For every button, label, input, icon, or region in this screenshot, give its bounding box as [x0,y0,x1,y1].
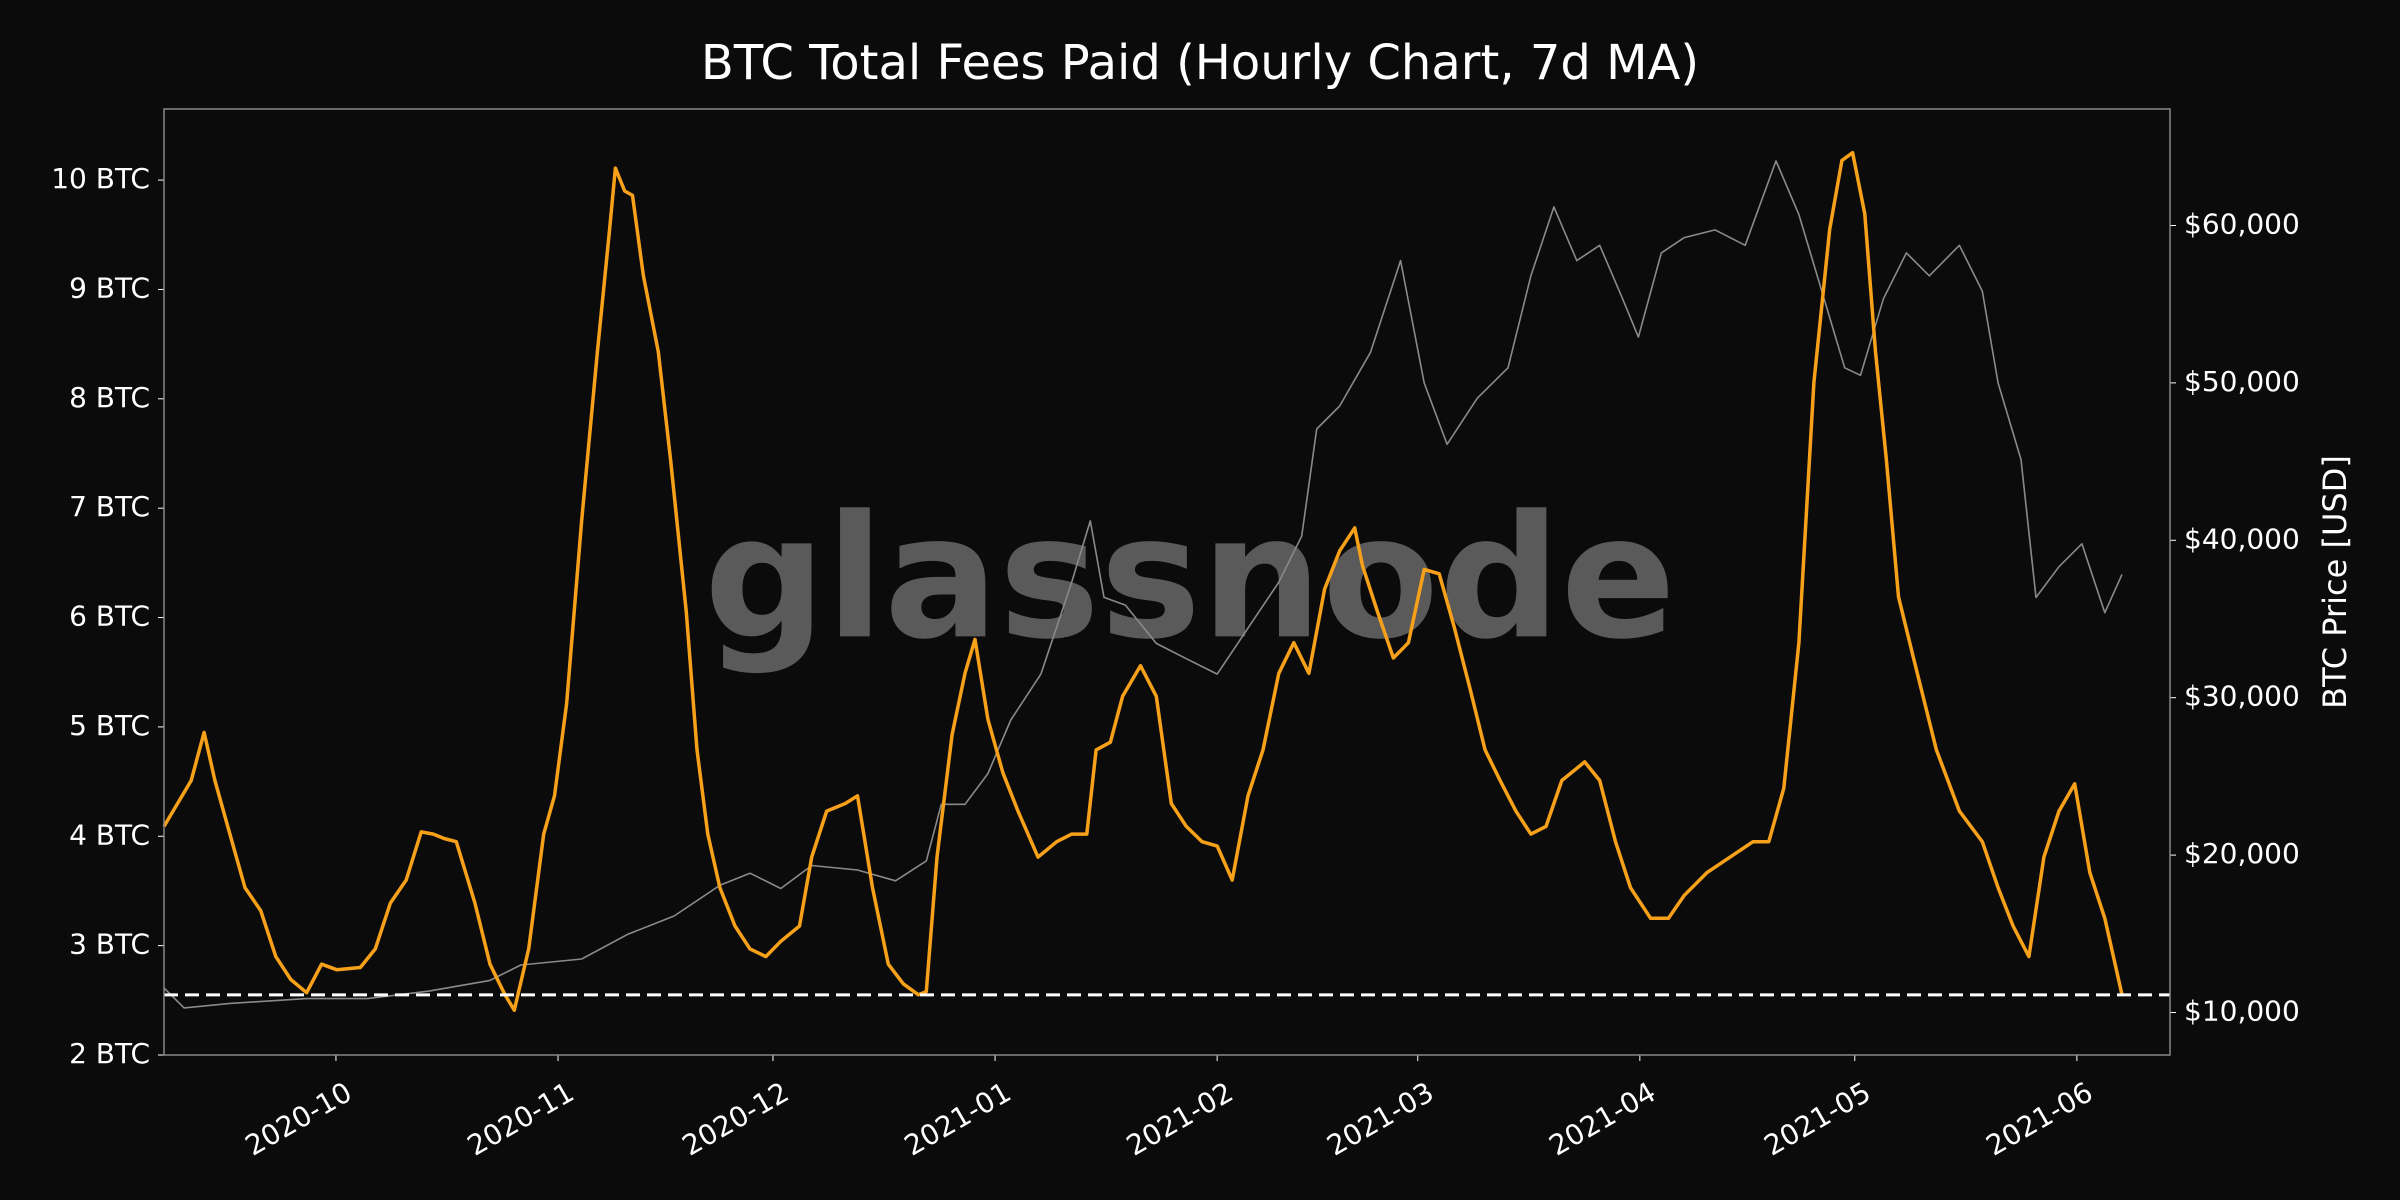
y-tick-label: 5 BTC [69,709,150,742]
fees-line [162,150,2124,1012]
y-tick-label: 3 BTC [69,928,150,961]
y-tick-label: 9 BTC [69,271,150,304]
y-tick-label: 2 BTC [69,1037,150,1070]
chart-title: BTC Total Fees Paid (Hourly Chart, 7d MA… [701,35,1699,91]
y2-tick-label: $50,000 [2184,365,2300,398]
y2-tick-label: $40,000 [2184,522,2300,555]
y2-tick-label: $10,000 [2184,995,2300,1028]
y-tick-label: 6 BTC [69,600,150,633]
y2-tick-label: $20,000 [2184,837,2300,870]
y2-tick-label: $30,000 [2184,680,2300,713]
y-tick-label: 4 BTC [69,818,150,851]
y-tick-label: 7 BTC [69,490,150,523]
y2-axis-label: BTC Price [USD] [2316,455,2354,709]
plot-frame [163,108,2171,1056]
y2-tick-label: $60,000 [2184,207,2300,240]
price-line [163,160,2123,1009]
y-tick-label: 8 BTC [69,381,150,414]
watermark: glassnode [704,479,1676,677]
y-tick-label: 10 BTC [51,162,150,195]
